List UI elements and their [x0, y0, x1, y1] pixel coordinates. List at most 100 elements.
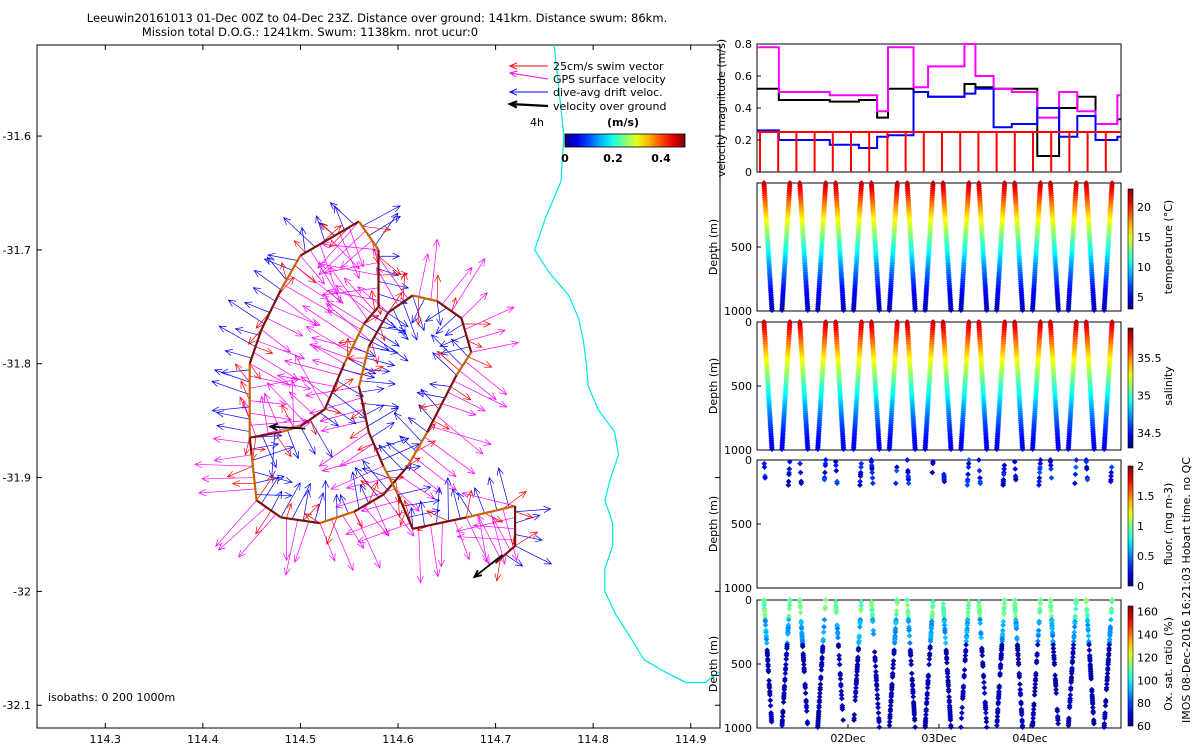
section-sample-point	[814, 446, 821, 453]
section-sample-point	[768, 719, 775, 725]
section-sample-point	[1031, 692, 1038, 698]
section-sample-point	[1036, 609, 1043, 616]
section-sample-point	[886, 446, 893, 453]
section-sample-point	[1047, 458, 1054, 465]
drift-velocity-arrow	[243, 301, 270, 313]
section-sample-point	[1050, 649, 1057, 655]
section-sample-point	[926, 652, 933, 659]
section-sample-point	[838, 695, 845, 702]
section-sample-point	[1086, 641, 1092, 648]
section-sample-point	[966, 457, 972, 463]
section-profile-points	[761, 457, 1115, 488]
drift-velocity-arrow	[333, 493, 341, 518]
section-sample-point	[930, 460, 936, 467]
swim-vector-arrow	[399, 511, 406, 527]
gps-velocity-arrow	[472, 522, 516, 530]
imos-timestamp-note: IMOS 08-Dec-2016 16:21:03 Hobart time. n…	[1180, 457, 1193, 723]
section-sample-point	[1032, 684, 1038, 691]
section-ytick-label: 1000	[724, 722, 752, 735]
swim-vector-arrow	[353, 511, 363, 528]
gps-velocity-arrow	[272, 306, 321, 327]
section-sample-point	[940, 600, 947, 607]
figure-title-line2: Mission total D.O.G.: 1241km. Swum: 1138…	[142, 25, 478, 39]
section-sample-point	[887, 708, 894, 714]
swim-vector-arrow	[250, 446, 266, 452]
section-sample-point	[904, 457, 911, 463]
section-sample-point	[858, 464, 864, 470]
section-sample-point	[1035, 627, 1042, 634]
swim-vector-arrow	[255, 510, 272, 535]
gps-vector-layer	[194, 221, 519, 584]
speed-colorbar: (m/s) 0 0.2 0.4	[561, 116, 686, 165]
section-sample-point	[1068, 670, 1075, 677]
section-sample-point	[764, 652, 771, 659]
section-sample-point	[1035, 633, 1042, 639]
depth-section-temperature: 500 1000 Depth (m) 5 10 15 20 temperature (°C)	[707, 180, 1175, 318]
section-sample-point	[890, 665, 896, 671]
gps-velocity-arrow	[345, 511, 406, 536]
section-sample-point	[1088, 676, 1094, 682]
gps-velocity-arrow	[305, 326, 351, 353]
legend-swim: 25cm/s swim vector	[553, 60, 664, 73]
section-sample-point	[910, 693, 917, 700]
drift-velocity-arrow	[451, 488, 461, 519]
section-sample-point	[1085, 633, 1092, 639]
section-sample-point	[1070, 641, 1077, 648]
section-sample-point	[1019, 719, 1026, 725]
legend-gps-icon	[508, 70, 549, 80]
section-sample-point	[1101, 307, 1107, 314]
drift-velocity-arrow	[224, 349, 252, 359]
section-sample-point	[1109, 598, 1115, 605]
section-ytick-label: 0	[745, 454, 752, 467]
section-sample-point	[965, 598, 972, 605]
drift-velocity-arrow	[424, 307, 447, 322]
section-sample-point	[1035, 638, 1041, 645]
section-sample-point	[923, 711, 929, 718]
section-sample-point	[976, 467, 983, 474]
velocity-ylabel: velocity magnitude (m/s)	[715, 39, 728, 177]
section-ytick-label: 1000	[724, 305, 752, 318]
drift-velocity-arrow	[393, 412, 422, 443]
section-sample-point	[1107, 478, 1114, 485]
gps-velocity-arrow	[345, 477, 390, 490]
section-sample-point	[1087, 658, 1093, 664]
section-sample-point	[1071, 624, 1078, 630]
section-sample-point	[782, 670, 789, 677]
section-sample-point	[1065, 722, 1072, 729]
section-sample-point	[838, 688, 845, 695]
swim-vector-arrow	[362, 225, 392, 233]
section-sample-point	[797, 609, 804, 616]
drift-velocity-arrow	[505, 554, 524, 567]
drift-velocity-arrow	[428, 381, 451, 389]
swim-vector-arrow	[371, 341, 380, 365]
swim-vector-arrow	[468, 356, 493, 368]
section-sample-point	[1050, 645, 1057, 652]
section-sample-point	[1050, 641, 1057, 648]
section-sample-point	[853, 684, 859, 691]
section-sample-point	[779, 307, 785, 314]
swim-vector-arrow	[331, 378, 354, 393]
drift-velocity-arrow	[359, 483, 370, 504]
section-sample-point	[958, 715, 965, 722]
section-sample-point	[1013, 625, 1020, 632]
gps-velocity-arrow	[283, 519, 298, 576]
drift-velocity-arrow	[329, 202, 355, 225]
section-sample-point	[1000, 618, 1007, 625]
gps-velocity-arrow	[259, 395, 269, 435]
section-ytick-label: 500	[731, 518, 752, 531]
section-sample-point	[994, 719, 1000, 725]
drift-velocity-arrow	[250, 441, 280, 450]
section-sample-point	[888, 693, 895, 700]
section-sample-point	[872, 658, 879, 664]
glider-track-segment	[323, 363, 346, 410]
section-sample-point	[983, 446, 990, 453]
drift-velocity-arrow	[407, 508, 441, 518]
section-sample-point	[800, 658, 807, 664]
section-sample-point	[1103, 686, 1110, 693]
section-sample-point	[1083, 458, 1090, 465]
section-sample-point	[983, 719, 990, 725]
section-sample-point	[964, 622, 971, 628]
drift-velocity-arrow	[379, 326, 407, 334]
swim-vector-arrow	[280, 261, 287, 281]
drift-velocity-arrow	[364, 404, 385, 416]
